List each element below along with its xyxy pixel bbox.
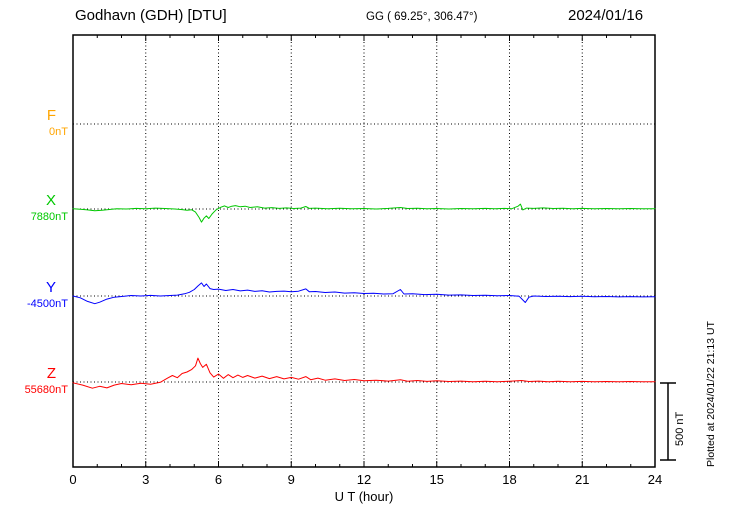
plot-frame (72, 34, 656, 468)
plotted-at-timestamp: Plotted at 2024/01/22 21:13 UT (705, 321, 717, 467)
x-tick-label: 21 (575, 472, 589, 487)
component-label-f: F (46, 107, 56, 124)
component-baseline-y: -4500nT (27, 298, 68, 310)
trace-y (72, 282, 656, 305)
observation-date: 2024/01/16 (568, 7, 644, 24)
x-axis-label: U T (hour) (334, 489, 394, 504)
component-label-y: Y (45, 279, 56, 296)
trace-z (72, 357, 656, 389)
x-tick-label: 15 (430, 472, 444, 487)
x-tick-label: 0 (69, 472, 76, 487)
component-baseline-f: 0nT (49, 126, 68, 138)
component-baseline-z: 55680nT (24, 384, 68, 396)
station-geographic-coords: GG ( 69.25°, 306.47°) (366, 11, 478, 23)
x-tick-label: 3 (142, 472, 149, 487)
component-baseline-x: 7880nT (30, 211, 68, 223)
x-tick-label: 24 (648, 472, 662, 487)
component-label-z: Z (46, 365, 56, 382)
x-tick-label: 12 (357, 472, 371, 487)
x-tick-label: 9 (288, 472, 295, 487)
trace-x (72, 203, 656, 223)
x-tick-label: 6 (215, 472, 222, 487)
x-tick-label: 18 (502, 472, 516, 487)
station-title: Godhavn (GDH) [DTU] (75, 7, 227, 24)
component-label-x: X (45, 192, 56, 209)
scalebar-label: 500 nT (674, 411, 686, 446)
